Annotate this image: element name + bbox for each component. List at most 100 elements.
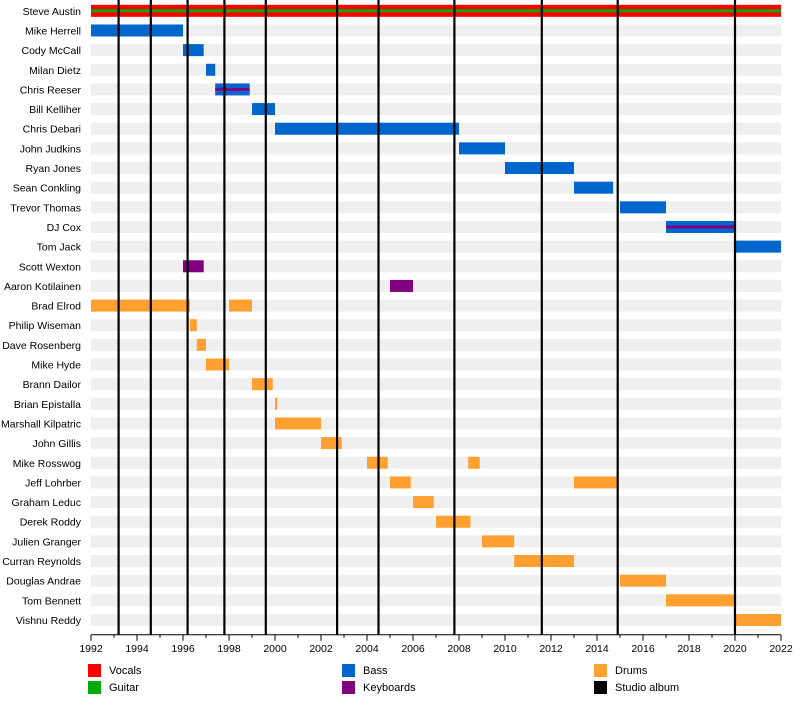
bar-drums bbox=[252, 378, 273, 391]
x-tick-label: 2020 bbox=[723, 643, 747, 655]
x-tick-label: 2010 bbox=[493, 643, 517, 655]
row-stripe bbox=[91, 613, 781, 626]
row-stripe bbox=[91, 83, 781, 96]
row-stripe bbox=[91, 417, 781, 430]
row-stripe bbox=[91, 358, 781, 371]
bar-bass bbox=[735, 240, 781, 253]
bar-guitar-stripe bbox=[91, 9, 781, 13]
row-stripe bbox=[91, 338, 781, 351]
member-name: Julien Granger bbox=[12, 536, 81, 548]
x-tick-label: 2008 bbox=[447, 643, 471, 655]
row-stripe bbox=[91, 319, 781, 332]
studio-album-lines bbox=[117, 0, 737, 635]
row-stripe bbox=[91, 555, 781, 568]
row-stripe bbox=[91, 456, 781, 469]
bar-drums bbox=[574, 476, 618, 489]
bar-keyboards-stripe bbox=[666, 225, 735, 229]
row-stripe bbox=[91, 220, 781, 233]
bar-drums bbox=[275, 397, 278, 410]
member-name: Ryan Jones bbox=[26, 163, 81, 175]
member-name: Marshall Kilpatric bbox=[1, 418, 81, 430]
row-stripes bbox=[91, 4, 781, 626]
bar-drums bbox=[367, 456, 388, 469]
member-name: Douglas Andrae bbox=[6, 576, 81, 588]
member-name: Aaron Kotilainen bbox=[4, 281, 81, 293]
bar-bass bbox=[574, 181, 614, 194]
bar-bass bbox=[252, 103, 275, 116]
row-stripe bbox=[91, 299, 781, 312]
x-tick-label: 1992 bbox=[79, 643, 103, 655]
member-name: Mike Hyde bbox=[31, 360, 81, 372]
bar-drums bbox=[514, 555, 574, 568]
member-name: Cody McCall bbox=[21, 45, 81, 57]
row-stripe bbox=[91, 201, 781, 214]
row-stripe bbox=[91, 162, 781, 175]
member-name: Scott Wexton bbox=[19, 261, 81, 273]
row-stripe bbox=[91, 594, 781, 607]
member-name: Graham Leduc bbox=[12, 497, 81, 509]
bar-drums bbox=[390, 476, 411, 489]
member-name: Jeff Lohrber bbox=[25, 477, 81, 489]
bar-bass bbox=[505, 162, 574, 175]
x-tick-label: 2022 bbox=[769, 643, 793, 655]
row-stripe bbox=[91, 476, 781, 489]
x-tick-label: 2006 bbox=[401, 643, 425, 655]
member-name: Brad Elrod bbox=[31, 301, 81, 313]
bar-drums bbox=[666, 594, 735, 607]
bar-drums bbox=[735, 613, 781, 626]
member-name: John Gillis bbox=[33, 438, 81, 450]
member-name: Mike Herrell bbox=[25, 25, 81, 37]
row-stripe bbox=[91, 260, 781, 273]
member-name: Milan Dietz bbox=[29, 65, 81, 77]
bar-drums bbox=[91, 299, 190, 312]
bar-bass bbox=[183, 44, 204, 57]
member-bars bbox=[91, 4, 781, 626]
x-axis: 1992 1994 1996 1998 2000 2002 2004 2006 2008 2010… bbox=[79, 634, 793, 655]
row-stripe bbox=[91, 437, 781, 450]
bar-drums bbox=[229, 299, 252, 312]
bar-drums bbox=[321, 437, 342, 450]
row-stripe bbox=[91, 240, 781, 253]
row-stripe bbox=[91, 535, 781, 548]
x-tick-label: 2000 bbox=[263, 643, 287, 655]
member-name: Chris Debari bbox=[23, 124, 81, 136]
bar-keyboards-stripe bbox=[215, 87, 250, 91]
x-tick-label: 2002 bbox=[309, 643, 333, 655]
row-stripe bbox=[91, 103, 781, 116]
row-stripe bbox=[91, 496, 781, 509]
x-tick-label: 2004 bbox=[355, 643, 379, 655]
member-names: Steve Austin Mike Herrell Cody McCall Milan… bbox=[1, 6, 82, 627]
bar-drums bbox=[275, 417, 321, 430]
row-stripe bbox=[91, 574, 781, 587]
x-tick-label: 2012 bbox=[539, 643, 563, 655]
bar-bass bbox=[459, 142, 505, 155]
bar-drums bbox=[413, 496, 434, 509]
bar-bass bbox=[620, 201, 666, 214]
x-tick-label: 1994 bbox=[125, 643, 149, 655]
bar-drums bbox=[206, 358, 229, 371]
row-stripe bbox=[91, 142, 781, 155]
bar-bass bbox=[91, 24, 183, 37]
member-name: John Judkins bbox=[20, 143, 81, 155]
x-tick-label: 1998 bbox=[217, 643, 241, 655]
bar-drums bbox=[468, 456, 480, 469]
bar-drums bbox=[620, 574, 666, 587]
row-stripe bbox=[91, 24, 781, 37]
x-tick-label: 2018 bbox=[677, 643, 701, 655]
member-name: Bill Kelliher bbox=[29, 104, 81, 116]
member-name: DJ Cox bbox=[47, 222, 82, 234]
bar-keyboards bbox=[183, 260, 204, 273]
member-name: Derek Roddy bbox=[20, 517, 82, 529]
member-name: Philip Wiseman bbox=[9, 320, 82, 332]
row-stripe bbox=[91, 378, 781, 391]
bar-bass bbox=[206, 63, 216, 76]
row-stripe bbox=[91, 279, 781, 292]
row-stripe bbox=[91, 181, 781, 194]
row-stripe bbox=[91, 63, 781, 76]
row-stripe bbox=[91, 44, 781, 57]
bar-keyboards bbox=[390, 279, 413, 292]
member-name: Dave Rosenberg bbox=[2, 340, 81, 352]
member-name: Chris Reeser bbox=[20, 84, 82, 96]
x-tick-label: 1996 bbox=[171, 643, 195, 655]
bar-drums bbox=[196, 338, 206, 351]
